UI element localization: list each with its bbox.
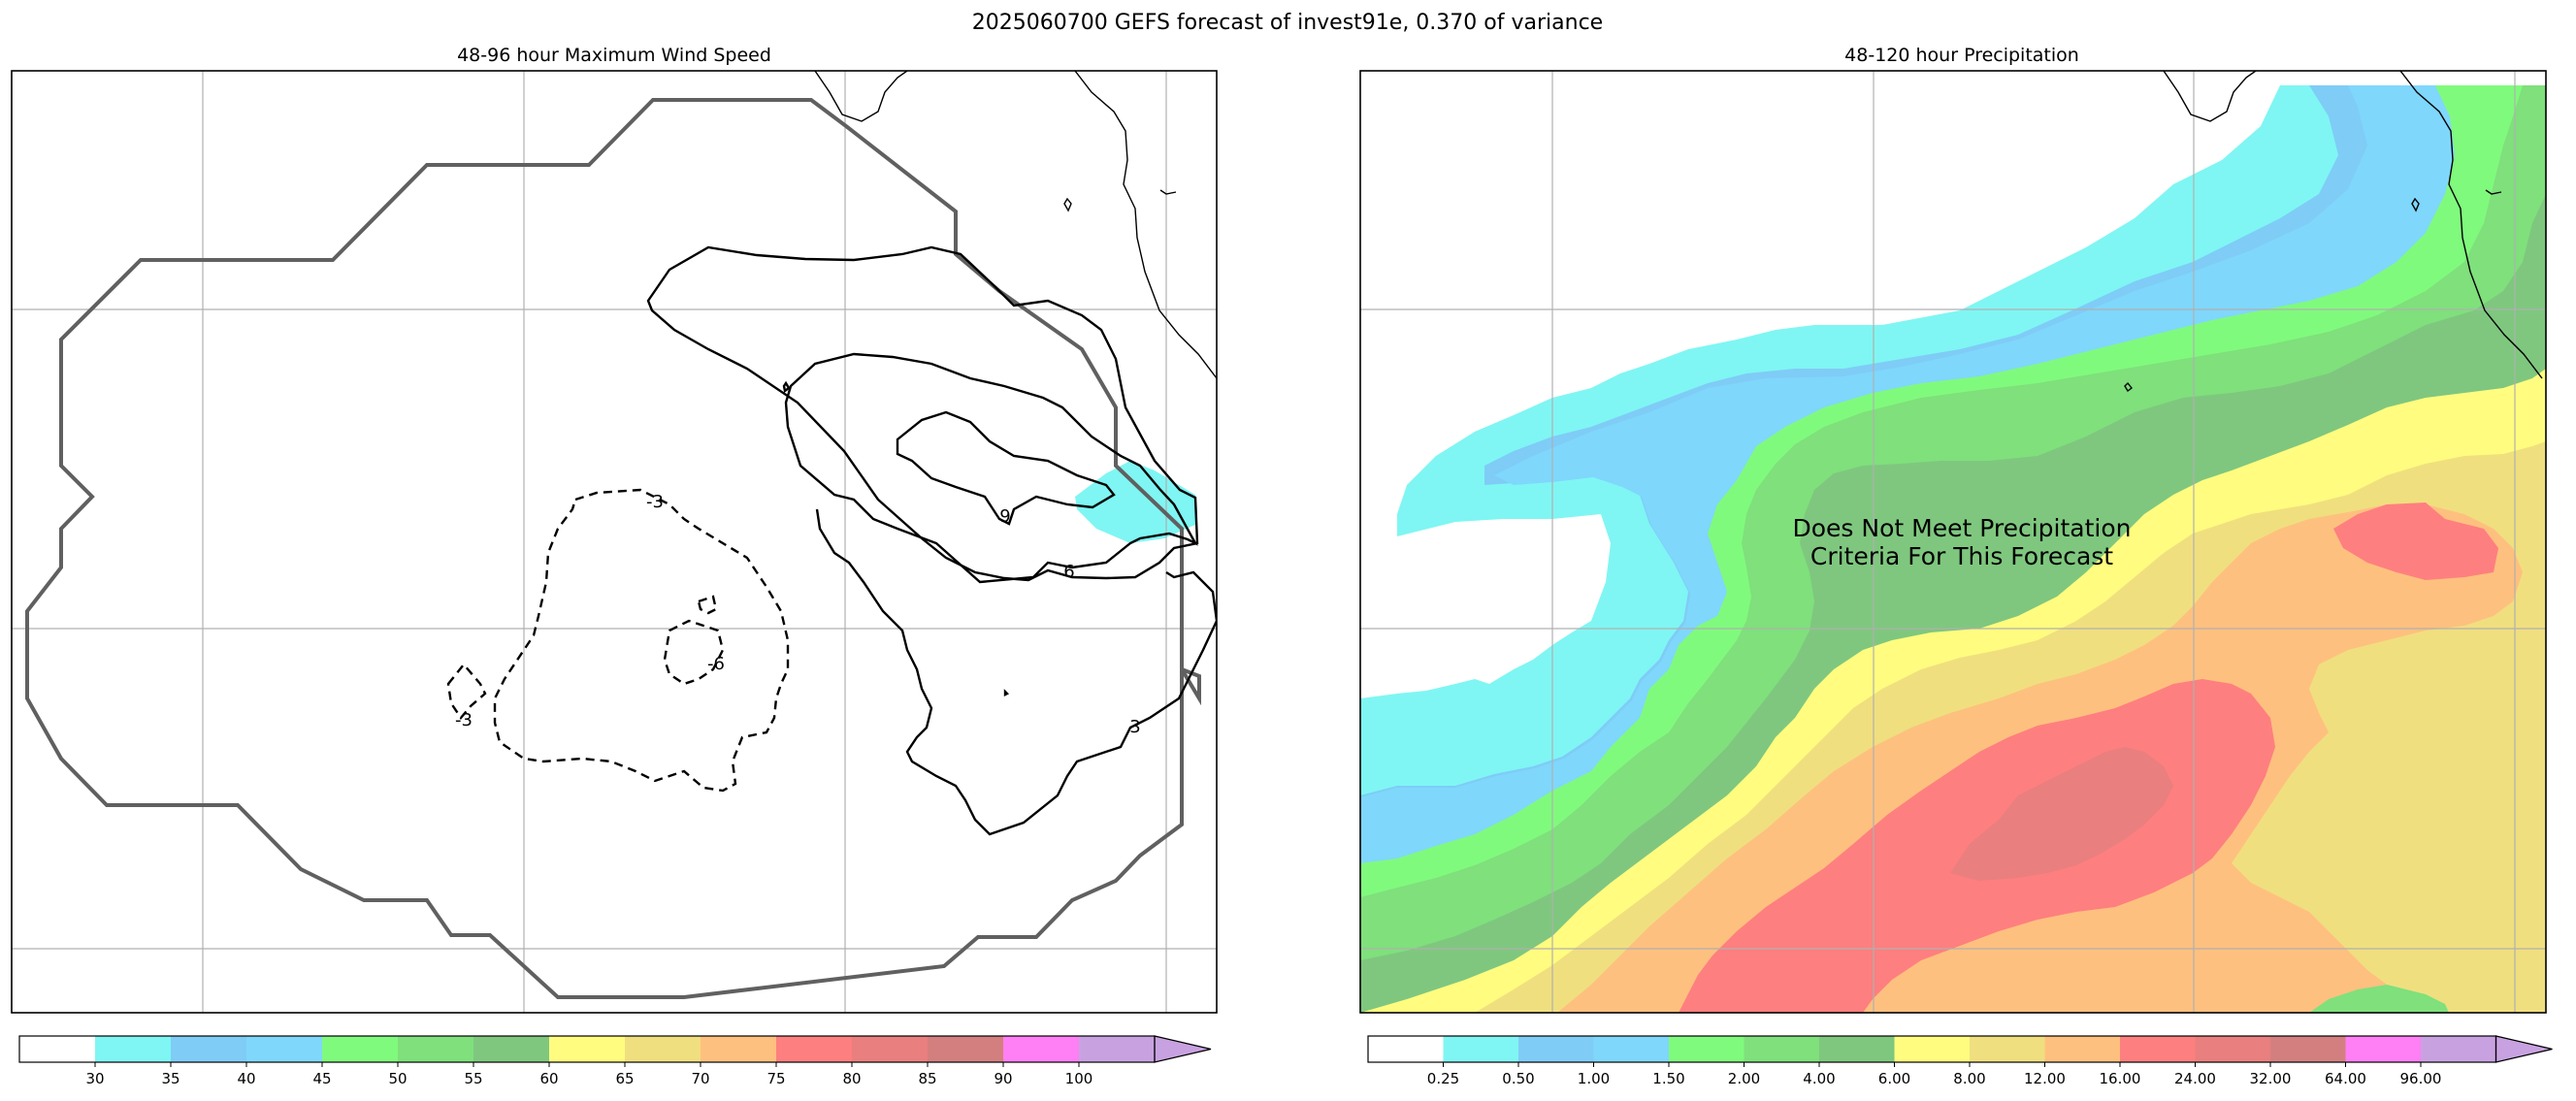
contour-label: -3 (646, 492, 664, 512)
precip-colorbar-segment (1744, 1036, 1820, 1062)
precip-colorbar-tick-label: 0.25 (1427, 1070, 1459, 1087)
precip-panel-title: 48-120 hour Precipitation (1844, 45, 2079, 66)
wind-colorbar-tick-label: 65 (615, 1070, 634, 1087)
precip-colorbar-segment (1593, 1036, 1670, 1062)
precip-colorbar-tick-label: 6.00 (1878, 1070, 1910, 1087)
wind-colorbar-outline (18, 1035, 1156, 1063)
wind-colorbar-extend (1154, 1035, 1212, 1063)
wind-colorbar-tick-label: 55 (464, 1070, 482, 1087)
precip-gridlines (1360, 71, 2546, 1013)
wind-colorbar-tick-label: 90 (994, 1070, 1012, 1087)
precip-colorbar-segment (2044, 1036, 2121, 1062)
wind-gridlines (12, 71, 1217, 1013)
precip-colorbar-segment (2421, 1036, 2496, 1062)
precip-colorbar-segment (1970, 1036, 2045, 1062)
wind-colorbar-segment (322, 1036, 399, 1062)
precip-axes-frame (1359, 70, 2547, 1014)
wind-contour-labels: -3 -3 -6 9 6 3 (455, 492, 1141, 737)
wind-colorbar-segment (701, 1036, 777, 1062)
precip-colorbar-tick-label: 0.50 (1502, 1070, 1534, 1087)
precip-coastline (2124, 71, 2543, 393)
wind-colorbar-segment (928, 1036, 1004, 1062)
wind-axes-frame (11, 70, 1218, 1014)
precip-colorbar-segment (2195, 1036, 2271, 1062)
wind-colorbar-tick-label: 75 (766, 1070, 785, 1087)
wind-colorbar-segment (171, 1036, 247, 1062)
wind-colorbar-tick-label: 70 (691, 1070, 709, 1087)
wind-colorbar-segment (95, 1036, 172, 1062)
wind-colorbar-tick-label: 100 (1065, 1070, 1093, 1087)
precip-colorbar-tick-label: 64.00 (2325, 1070, 2366, 1087)
precip-filled-contours (1360, 71, 2546, 1013)
wind-colorbar-segment (398, 1036, 474, 1062)
wind-colorbar: 30 35 40 45 50 55 60 65 70 75 80 85 90 100 (18, 1035, 1212, 1087)
wind-colorbar-tick-label: 50 (388, 1070, 407, 1087)
precip-colorbar-tick-label: 96.00 (2400, 1070, 2442, 1087)
precip-colorbar-tick-label: 16.00 (2100, 1070, 2141, 1087)
figure-title: 2025060700 GEFS forecast of invest91e, 0… (972, 11, 1603, 35)
wind-colorbar-tick-label: 60 (539, 1070, 558, 1087)
contour-label: -6 (707, 654, 725, 674)
wind-colorbar-segment (1003, 1036, 1080, 1062)
wind-panel-title: 48-96 hour Maximum Wind Speed (457, 45, 771, 66)
precip-colorbar-outline (1367, 1035, 2497, 1063)
precip-colorbar-segment (1368, 1036, 1444, 1062)
precip-colorbar-segment (2345, 1036, 2422, 1062)
wind-dashed-contours (446, 488, 790, 793)
wind-colorbar-segment (1079, 1036, 1156, 1062)
wind-speed-panel: 48-96 hour Maximum Wind Speed (11, 45, 1218, 1087)
precip-panel: 48-120 hour Precipitation (1359, 45, 2553, 1087)
precip-colorbar-segment (1894, 1036, 1971, 1062)
precip-colorbar-segment (2120, 1036, 2196, 1062)
wind-colorbar-segment (19, 1036, 96, 1062)
precip-colorbar-segment (1819, 1036, 1895, 1062)
precip-colorbar-tick-label: 24.00 (2174, 1070, 2216, 1087)
precip-colorbar-tick-label: 12.00 (2024, 1070, 2066, 1087)
contour-label: 9 (999, 506, 1010, 527)
wind-colorbar-segment (852, 1036, 929, 1062)
precip-colorbar-segment (1443, 1036, 1519, 1062)
precip-colorbar-segment (1669, 1036, 1745, 1062)
wind-outer-contour (25, 98, 1201, 999)
wind-colorbar-tick-label: 45 (312, 1070, 331, 1087)
precip-colorbar-tick-label: 2.00 (1728, 1070, 1760, 1087)
wind-colorbar-segment (473, 1036, 550, 1062)
precip-colorbar-extend (2494, 1035, 2553, 1063)
precip-colorbar-tick-label: 1.50 (1652, 1070, 1684, 1087)
contour-label: -3 (455, 710, 473, 730)
wind-solid-contours (646, 245, 1217, 836)
precip-annotation-line1: Does Not Meet Precipitation (1793, 514, 2132, 542)
precip-colorbar-segment (1518, 1036, 1594, 1062)
wind-colorbar-tick-label: 80 (842, 1070, 861, 1087)
precip-colorbar-tick-label: 32.00 (2250, 1070, 2292, 1087)
wind-coastline (814, 71, 1217, 379)
precip-colorbar-tick-label: 1.00 (1578, 1070, 1610, 1087)
wind-colorbar-segment (776, 1036, 853, 1062)
wind-colorbar-tick-label: 35 (161, 1070, 179, 1087)
contour-label: 6 (1063, 562, 1074, 582)
precip-colorbar-segment (2270, 1036, 2346, 1062)
precip-colorbar: 0.25 0.50 1.00 1.50 2.00 4.00 6.00 8.00 12.00 16.… (1367, 1035, 2553, 1087)
wind-colorbar-tick-label: 30 (85, 1070, 104, 1087)
contour-label: 3 (1129, 717, 1140, 737)
wind-colorbar-segment (246, 1036, 323, 1062)
wind-colorbar-segment (549, 1036, 626, 1062)
wind-colorbar-tick-label: 40 (237, 1070, 255, 1087)
wind-colorbar-segment (625, 1036, 701, 1062)
precip-annotation-line2: Criteria For This Forecast (1810, 542, 2113, 570)
wind-colorbar-tick-label: 85 (918, 1070, 936, 1087)
precip-colorbar-tick-label: 4.00 (1803, 1070, 1835, 1087)
precip-colorbar-tick-label: 8.00 (1953, 1070, 1985, 1087)
